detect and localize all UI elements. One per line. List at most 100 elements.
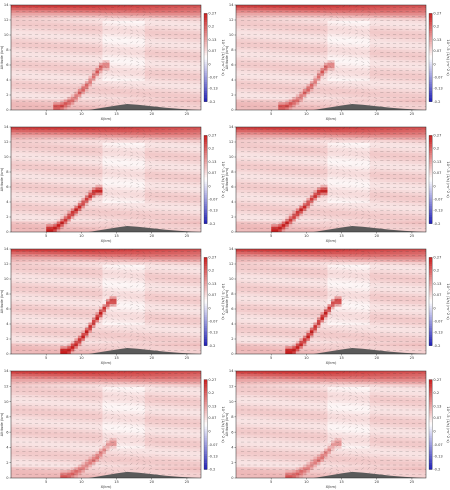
y-tick-label: 12	[229, 384, 234, 388]
heatmap-svg-7: 5 10 15 20 25 0 2 4 6 8 10 12 14 X(km) Altitude (km) 0.…	[0, 369, 225, 489]
colorbar-tick-label: -0.07	[208, 319, 217, 323]
colorbar-tick-label: 0.27	[433, 256, 441, 260]
colorbar-tick-label: 0.27	[208, 12, 216, 16]
y-tick-label: 10	[229, 400, 234, 404]
colorbar-tick-label: 0.07	[433, 171, 441, 175]
terrain	[313, 104, 426, 110]
x-axis-label: X(km)	[101, 485, 112, 489]
y-tick-label: 8	[231, 415, 234, 419]
x-tick-label: 5	[270, 356, 272, 360]
colorbar-tick-label: -0.13	[433, 87, 442, 91]
colorbar-label: 10^-5 (1/s) (m^2 s)	[221, 406, 225, 443]
colorbar-tick-label: 0.27	[433, 12, 441, 16]
plot-frame	[10, 4, 202, 111]
y-tick-label: 12	[229, 262, 234, 266]
plot-frame	[10, 370, 202, 479]
y-tick-label: 2	[231, 337, 233, 341]
panel-8: 5 10 15 20 25 0 2 4 6 8 10 12 14 X(km) Altitude (km) 0.…	[225, 366, 450, 490]
x-tick-label: 20	[149, 234, 154, 238]
x-tick-label: 25	[410, 480, 415, 484]
y-tick-label: 0	[6, 108, 9, 112]
y-tick-label: 14	[229, 125, 234, 129]
panel-3: 5 10 15 20 25 0 2 4 6 8 10 12 14 X(km) Altitude (km) 0.…	[0, 122, 225, 244]
colorbar-tick-label: 0.27	[208, 134, 216, 138]
heatmap-svg-8: 5 10 15 20 25 0 2 4 6 8 10 12 14 X(km) Altitude (km) 0.…	[225, 369, 450, 489]
colorbar-tick-label: -0.07	[208, 75, 217, 79]
y-axis-label: Altitude (km)	[225, 167, 229, 191]
y-tick-label: 2	[6, 93, 8, 97]
colorbar-tick-label: 0	[433, 429, 436, 433]
x-tick-label: 5	[45, 480, 47, 484]
quiver-arrows	[240, 127, 426, 231]
terrain	[88, 471, 201, 478]
x-tick-label: 15	[114, 356, 119, 360]
y-tick-label: 4	[6, 322, 9, 326]
panel-1: 5 10 15 20 25 0 2 4 6 8 10 12 14 X(km) Altitude (km) 0.…	[0, 0, 225, 122]
x-axis-label: X(km)	[101, 361, 112, 365]
y-tick-label: 2	[6, 215, 8, 219]
x-tick-label: 25	[185, 356, 190, 360]
x-tick-label: 5	[270, 234, 272, 238]
x-tick-label: 5	[45, 112, 47, 116]
colorbar-tick-label: 0.27	[433, 134, 441, 138]
x-tick-label: 20	[149, 480, 154, 484]
terrain	[313, 226, 426, 232]
colorbar-tick-label: -0.2	[208, 468, 215, 472]
y-tick-label: 14	[4, 3, 9, 7]
colorbar-tick-label: -0.13	[433, 331, 442, 335]
colorbar-tick-label: 0.07	[208, 171, 216, 175]
colorbar-tick-label: 0.27	[208, 378, 216, 382]
colorbar-tick-label: 0.2	[208, 147, 214, 151]
y-tick-label: 10	[4, 155, 9, 159]
colorbar	[428, 13, 433, 102]
colorbar-tick-label: -0.07	[433, 75, 442, 79]
x-tick-label: 20	[149, 356, 154, 360]
y-axis-label: Altitude (km)	[225, 45, 229, 69]
y-tick-label: 14	[229, 247, 234, 251]
y-tick-label: 2	[231, 215, 233, 219]
x-tick-label: 20	[374, 234, 379, 238]
colorbar-tick-label: -0.2	[208, 222, 215, 226]
x-tick-label: 5	[270, 112, 272, 116]
colorbar-tick-label: 0	[433, 306, 436, 310]
y-tick-label: 12	[4, 384, 9, 388]
x-tick-label: 20	[374, 112, 379, 116]
colorbar	[203, 13, 208, 102]
heatmap-field	[236, 5, 426, 110]
y-tick-label: 2	[6, 337, 8, 341]
colorbar-tick-label: 0.13	[208, 38, 216, 42]
y-axis-label: Altitude (km)	[0, 167, 4, 191]
y-tick-label: 4	[6, 200, 9, 204]
colorbar-tick-label: -0.07	[433, 443, 442, 447]
colorbar-label: 10^-5 (1/s) (m^2 s)	[446, 39, 450, 76]
quiver-arrows	[15, 249, 201, 353]
colorbar-tick-label: 0.13	[208, 282, 216, 286]
y-tick-label: 4	[231, 78, 234, 82]
y-tick-label: 2	[231, 93, 233, 97]
colorbar-tick-label: -0.2	[208, 344, 215, 348]
colorbar-tick-label: -0.2	[433, 100, 440, 104]
quiver-arrows	[240, 371, 426, 477]
x-tick-label: 20	[374, 356, 379, 360]
colorbar-tick-label: -0.07	[433, 319, 442, 323]
x-tick-label: 15	[339, 356, 344, 360]
heatmap-svg-1: 5 10 15 20 25 0 2 4 6 8 10 12 14 X(km) Altitude (km) 0.…	[0, 3, 225, 121]
y-tick-label: 0	[6, 352, 9, 356]
panel-5: 5 10 15 20 25 0 2 4 6 8 10 12 14 X(km) Altitude (km) 0.…	[0, 244, 225, 366]
heatmap-svg-3: 5 10 15 20 25 0 2 4 6 8 10 12 14 X(km) Altitude (km) 0.…	[0, 125, 225, 243]
y-tick-label: 14	[229, 369, 234, 373]
colorbar-tick-label: -0.07	[208, 443, 217, 447]
y-tick-label: 14	[229, 3, 234, 7]
colorbar-label: 10^-5 (1/s) (m^2 s)	[221, 39, 225, 76]
colorbar-tick-label: -0.07	[433, 197, 442, 201]
y-tick-label: 10	[229, 33, 234, 37]
y-tick-label: 4	[231, 446, 234, 450]
x-tick-label: 25	[410, 234, 415, 238]
terrain	[313, 471, 426, 478]
x-tick-label: 15	[114, 234, 119, 238]
heatmap-field	[236, 371, 426, 478]
colorbar-tick-label: -0.2	[208, 100, 215, 104]
colorbar-tick-label: 0	[208, 306, 211, 310]
x-axis-label: X(km)	[326, 117, 337, 121]
colorbar-tick-label: 0.07	[433, 293, 441, 297]
